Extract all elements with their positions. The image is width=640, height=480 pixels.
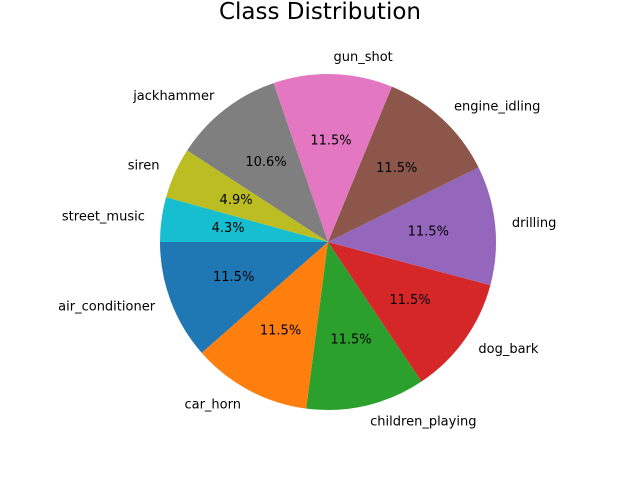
pie-slice-car-horn — [201, 242, 328, 409]
pie-pct-label-air-conditioner: 11.5% — [213, 270, 254, 285]
pie-pct-label-dog-bark: 11.5% — [389, 293, 430, 308]
pie-slice-dog-bark — [328, 242, 491, 382]
pie-label-jackhammer: jackhammer — [132, 89, 215, 104]
pie-label-engine-idling: engine_idling — [454, 99, 540, 114]
pie-pct-label-gun-shot: 11.5% — [310, 134, 351, 149]
pie-label-dog-bark: dog_bark — [478, 342, 539, 357]
pie-slice-jackhammer — [187, 83, 328, 242]
pie-slice-air-conditioner — [160, 242, 328, 353]
pie-slice-siren — [166, 150, 328, 242]
pie-label-siren: siren — [128, 159, 160, 174]
pie-label-drilling: drilling — [512, 216, 557, 231]
pie-label-gun-shot: gun_shot — [333, 50, 392, 65]
pie-slice-drilling — [328, 167, 496, 286]
pie-slice-street-music — [160, 197, 328, 242]
pie-slice-children-playing — [306, 242, 422, 410]
pie-pct-label-jackhammer: 10.6% — [245, 155, 286, 170]
pie-slice-gun-shot — [273, 74, 392, 242]
chart-title: Class Distribution — [218, 0, 421, 25]
pie-label-air-conditioner: air_conditioner — [58, 300, 156, 315]
pie-pct-label-siren: 4.9% — [220, 193, 253, 208]
pie-label-children-playing: children_playing — [370, 414, 476, 429]
pie-label-car-horn: car_horn — [184, 398, 241, 413]
pie-pct-label-children-playing: 11.5% — [330, 333, 371, 348]
pie-pct-label-drilling: 11.5% — [408, 224, 449, 239]
pie-pct-label-engine-idling: 11.5% — [376, 161, 417, 176]
pie-label-street-music: street_music — [62, 210, 145, 225]
pie-pct-label-car-horn: 11.5% — [260, 323, 301, 338]
pie-pct-label-street-music: 4.3% — [212, 221, 245, 236]
pie-slice-engine-idling — [328, 86, 479, 242]
